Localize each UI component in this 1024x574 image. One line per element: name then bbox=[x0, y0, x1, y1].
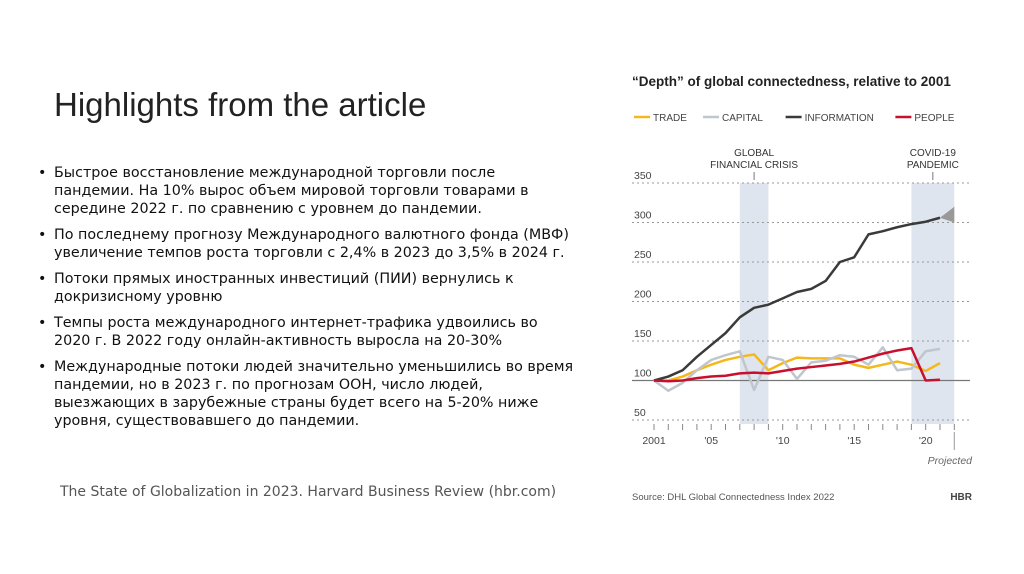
legend-label: PEOPLE bbox=[914, 113, 954, 124]
bullet-item: Потоки прямых иностранных инвестиций (ПИ… bbox=[36, 270, 576, 306]
legend-label: INFORMATION bbox=[805, 113, 874, 124]
x-tick-label: '15 bbox=[847, 435, 861, 447]
bullet-item: Темпы роста международного интернет-траф… bbox=[36, 314, 576, 350]
chart-source: Source: DHL Global Connectedness Index 2… bbox=[632, 492, 834, 503]
bullet-item: Быстрое восстановление международной тор… bbox=[36, 164, 576, 218]
projected-label: Projected bbox=[928, 455, 974, 467]
shaded-period bbox=[739, 183, 769, 424]
shaded-label: PANDEMIC bbox=[907, 160, 959, 171]
x-tick-label: '10 bbox=[776, 435, 790, 447]
slide-title: Highlights from the article bbox=[54, 86, 427, 123]
y-tick-label: 200 bbox=[634, 289, 652, 301]
source-citation: The State of Globalization in 2023. Harv… bbox=[60, 484, 557, 500]
projection-cone bbox=[940, 206, 955, 223]
shaded-label: FINANCIAL CRISIS bbox=[710, 160, 798, 171]
y-tick-label: 350 bbox=[634, 170, 652, 182]
chart-title: “Depth” of global connectedness, relativ… bbox=[632, 74, 951, 89]
x-tick-label: '05 bbox=[704, 435, 718, 447]
y-tick-label: 250 bbox=[634, 249, 652, 261]
hbr-logo: HBR bbox=[950, 492, 972, 503]
shaded-label: GLOBAL bbox=[734, 148, 774, 159]
y-tick-label: 300 bbox=[634, 210, 652, 222]
x-tick-label: 2001 bbox=[642, 435, 666, 447]
legend-label: CAPITAL bbox=[722, 113, 763, 124]
bullet-list: Быстрое восстановление международной тор… bbox=[36, 164, 576, 438]
connectedness-chart: “Depth” of global connectedness, relativ… bbox=[632, 74, 974, 503]
series-line-information bbox=[653, 216, 941, 382]
series-line-people bbox=[653, 346, 941, 383]
shaded-label: COVID-19 bbox=[910, 148, 957, 159]
bullet-item: Международные потоки людей значительно у… bbox=[36, 358, 576, 430]
y-tick-label: 50 bbox=[634, 407, 646, 419]
bullet-item: По последнему прогнозу Международного ва… bbox=[36, 226, 576, 262]
series-line-capital bbox=[653, 346, 941, 393]
legend-label: TRADE bbox=[653, 113, 687, 124]
x-tick-label: '20 bbox=[919, 435, 933, 447]
y-tick-label: 150 bbox=[634, 328, 652, 340]
y-tick-label: 100 bbox=[634, 368, 652, 380]
